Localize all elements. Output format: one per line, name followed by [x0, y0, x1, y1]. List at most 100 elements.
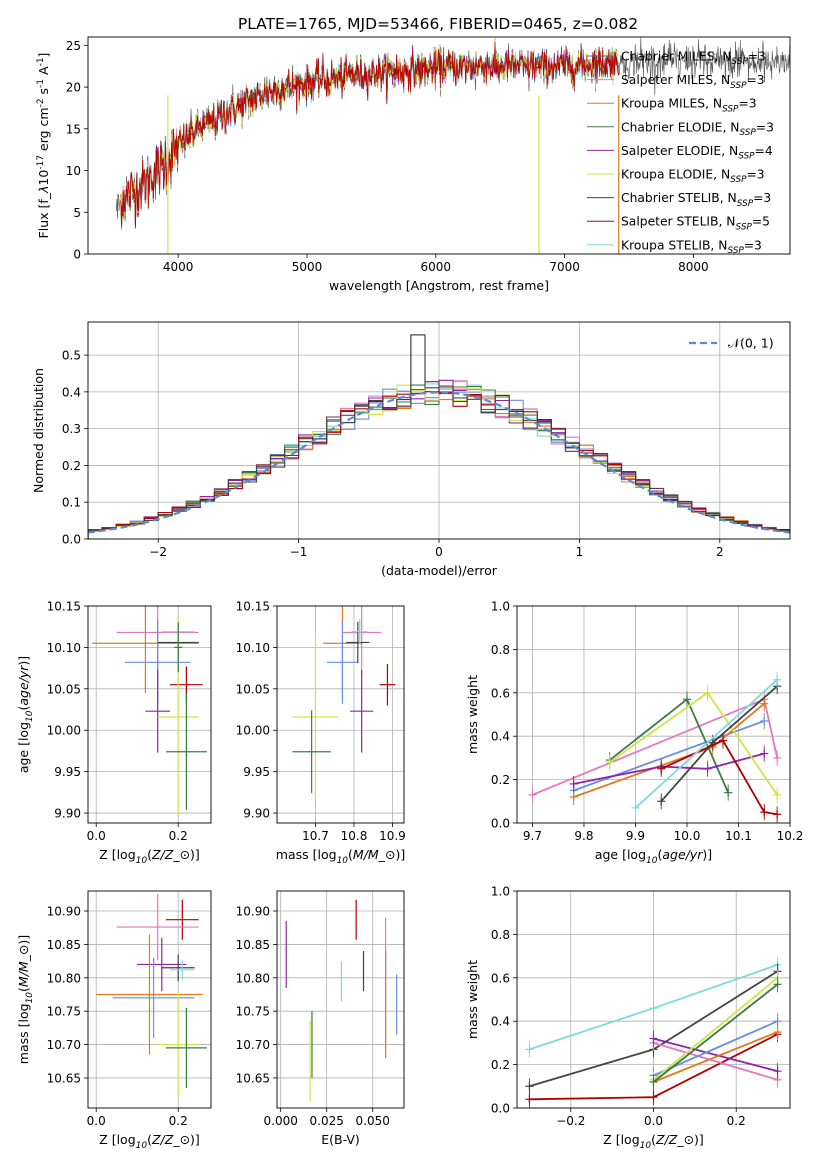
series-line-kroupa_stelib [634, 679, 778, 809]
y-tick-label: 0.6 [491, 971, 510, 985]
y-tick-label: 25 [66, 39, 81, 53]
plot-area [92, 606, 207, 817]
y-axis-label: mass weight [465, 960, 480, 1039]
y-axis-label: Normed distribution [31, 368, 46, 493]
y-tick-label: 10.70 [236, 1038, 270, 1052]
y-tick-label: 10.80 [47, 971, 81, 985]
y-tick-label: 0.0 [62, 533, 81, 547]
plot-frame [87, 890, 212, 1109]
plot-area [528, 671, 782, 823]
y-tick-label: 10.75 [236, 1005, 270, 1019]
x-tick-label: −2 [149, 545, 167, 559]
x-tick-label: 8000 [678, 260, 709, 274]
x-tick-label: 5000 [292, 260, 323, 274]
y-tick-label: 0.2 [62, 459, 81, 473]
y-tick-label: 0.4 [491, 1015, 510, 1029]
histogram-series-chabrier_stelib [88, 334, 790, 539]
panel-residual-histogram: −2 −1 0 1 2 0.0 0.1 0.2 0.3 0.4 0.5 (data-model)/er… [31, 321, 791, 578]
panel-age-vs-Z: 0.0 0.2 9.90 9.95 10.00 10.05 10.10 10.15 Z [log… [16, 600, 212, 866]
figure-title: PLATE=1765, MJD=53466, FIBERID=0465, z=0… [238, 15, 638, 33]
y-tick-label: 10.15 [47, 600, 81, 614]
x-tick-label: 0.2 [169, 1114, 188, 1128]
panel-mass-vs-ebv: 0.000 0.025 0.050 10.65 10.70 10.75 10.80 10.85… [236, 890, 405, 1147]
x-tick-label: 9.9 [626, 829, 645, 843]
spectrum-gridless-plot: 4000 5000 6000 7000 8000 0 5 10 15 20 25 wavelength… [36, 36, 791, 293]
y-tick-label: 10.10 [236, 641, 270, 655]
plot-frame [276, 890, 405, 1109]
series-line-salpeter_elodie [653, 1037, 778, 1072]
x-tick-label: 0.000 [264, 1114, 298, 1128]
y-tick-label: 0.3 [62, 422, 81, 436]
x-tick-label: 10.2 [777, 829, 804, 843]
y-tick-label: 10.90 [47, 905, 81, 919]
x-tick-label: 10.9 [379, 829, 406, 843]
x-tick-label: 2 [716, 545, 724, 559]
plot-frame [87, 605, 212, 824]
y-tick-label: 10 [66, 164, 81, 178]
x-axis-label: (data-model)/error [381, 563, 498, 578]
x-tick-label: 0 [435, 545, 443, 559]
legend-label: Salpeter ELODIE, NSSP​=4 [621, 144, 773, 162]
y-tick-label: 9.95 [243, 765, 270, 779]
spectrum-line-salpeter_stelib [120, 41, 620, 228]
y-tick-label: 20 [66, 81, 81, 95]
x-axis-label: Z [log10​(Z/Z_⊙)] [99, 847, 200, 866]
y-tick-label: 10.65 [47, 1071, 81, 1085]
plot-area [292, 606, 396, 800]
y-tick-label: 0.2 [491, 1058, 510, 1072]
x-tick-label: 10.8 [341, 829, 368, 843]
y-tick-label: 10.00 [236, 724, 270, 738]
plot-area [116, 37, 790, 254]
x-tick-label: 7000 [549, 260, 580, 274]
panel-massweight-vs-age: 9.7 9.8 9.9 10.0 10.1 10.2 0.0 0.2 0.4 0.6 0.8 1.0 a… [465, 600, 803, 866]
x-tick-label: −1 [290, 545, 308, 559]
y-tick-label: 5 [73, 206, 81, 220]
y-tick-label: 9.90 [54, 807, 81, 821]
plot-area [88, 334, 790, 539]
y-tick-label: 0.4 [491, 730, 510, 744]
x-tick-label: 0.050 [356, 1114, 390, 1128]
y-tick-label: 0.4 [62, 385, 81, 399]
x-tick-label: 10.0 [674, 829, 701, 843]
y-tick-label: 10.15 [236, 600, 270, 614]
y-axis-label: age [log10​(age/yr)] [16, 656, 35, 773]
x-axis-label: wavelength [Angstrom, rest frame] [329, 278, 549, 293]
y-tick-label: 0.1 [62, 496, 81, 510]
x-tick-label: 10.7 [302, 829, 329, 843]
series-line-miles_blue [573, 720, 765, 792]
spectrum-legend: Chabrier MILES, NSSP​=3 Salpeter MILES, N… [587, 50, 774, 256]
gaussian-curve [88, 391, 790, 534]
panel-mass-vs-Z: 0.0 0.2 10.65 10.70 10.75 10.80 10.85 10.90 Z [l… [16, 890, 212, 1151]
x-tick-label: 0.0 [87, 1114, 106, 1128]
x-tick-label: −0.2 [556, 1114, 585, 1128]
x-tick-label: 9.7 [523, 829, 542, 843]
y-tick-label: 10.70 [47, 1038, 81, 1052]
legend-label: Kroupa ELODIE, NSSP​=3 [621, 168, 765, 186]
y-tick-label: 10.05 [236, 682, 270, 696]
y-tick-label: 10.10 [47, 641, 81, 655]
y-tick-label: 10.65 [236, 1071, 270, 1085]
y-tick-label: 9.90 [243, 807, 270, 821]
series-line-chabrier_elodie [652, 983, 779, 1083]
x-axis-label: E(B-V) [321, 1132, 360, 1147]
x-axis-label: Z [log10​(Z/Z_⊙)] [99, 1132, 200, 1151]
x-tick-label: 0.2 [169, 829, 188, 843]
x-tick-label: 1 [576, 545, 584, 559]
y-tick-label: 1.0 [491, 885, 510, 899]
panel-age-vs-mass: 10.7 10.8 10.9 9.90 9.95 10.00 10.05 10.10 10.15… [236, 600, 406, 866]
plot-area [525, 956, 782, 1108]
legend-label: Salpeter STELIB, NSSP​=5 [621, 215, 770, 233]
plot-area [96, 893, 207, 1098]
y-tick-label: 10.75 [47, 1005, 81, 1019]
legend-label: Chabrier STELIB, NSSP​=3 [621, 191, 771, 209]
y-tick-label: 15 [66, 122, 81, 136]
x-tick-label: 0.0 [87, 829, 106, 843]
y-tick-label: 0 [73, 248, 81, 262]
series-line-salpeter_miles [653, 1042, 778, 1081]
plot-frame [276, 605, 405, 824]
x-axis-label: age [log10​(age/yr)] [595, 847, 712, 866]
x-tick-label: 0.025 [310, 1114, 344, 1128]
legend-label: Chabrier ELODIE, NSSP​=3 [621, 120, 774, 138]
y-tick-label: 0.8 [491, 928, 510, 942]
y-tick-label: 0.6 [491, 686, 510, 700]
